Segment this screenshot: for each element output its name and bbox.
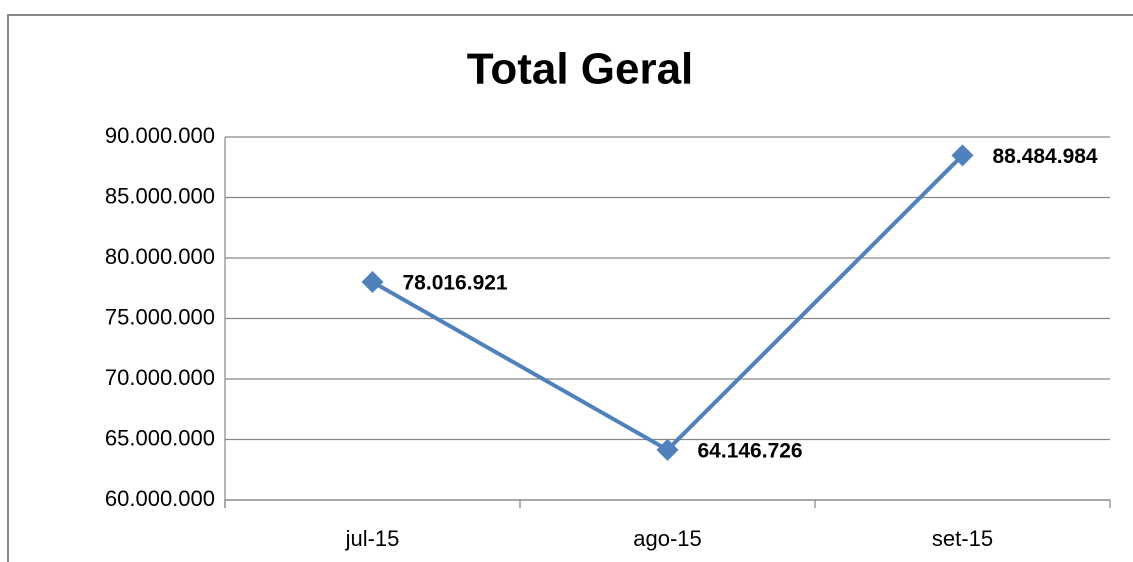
- x-tick-label: set-15: [932, 526, 993, 551]
- y-tick-label: 85.000.000: [105, 183, 215, 208]
- y-tick-label: 90.000.000: [105, 123, 215, 148]
- y-tick-label: 60.000.000: [105, 486, 215, 511]
- marker: [656, 438, 679, 461]
- marker: [951, 144, 974, 167]
- chart-border: [7, 14, 1133, 562]
- data-label: 88.484.984: [993, 145, 1098, 168]
- y-tick-label: 70.000.000: [105, 365, 215, 390]
- y-tick-label: 65.000.000: [105, 425, 215, 450]
- x-tick-label: ago-15: [633, 526, 702, 551]
- y-tick-label: 80.000.000: [105, 244, 215, 269]
- data-label: 78.016.921: [403, 272, 508, 295]
- chart-title: Total Geral: [467, 45, 694, 94]
- y-tick-label: 75.000.000: [105, 304, 215, 329]
- data-label: 64.146.726: [698, 439, 803, 462]
- marker: [361, 270, 384, 293]
- x-tick-label: jul-15: [345, 526, 400, 551]
- line: [371, 153, 964, 453]
